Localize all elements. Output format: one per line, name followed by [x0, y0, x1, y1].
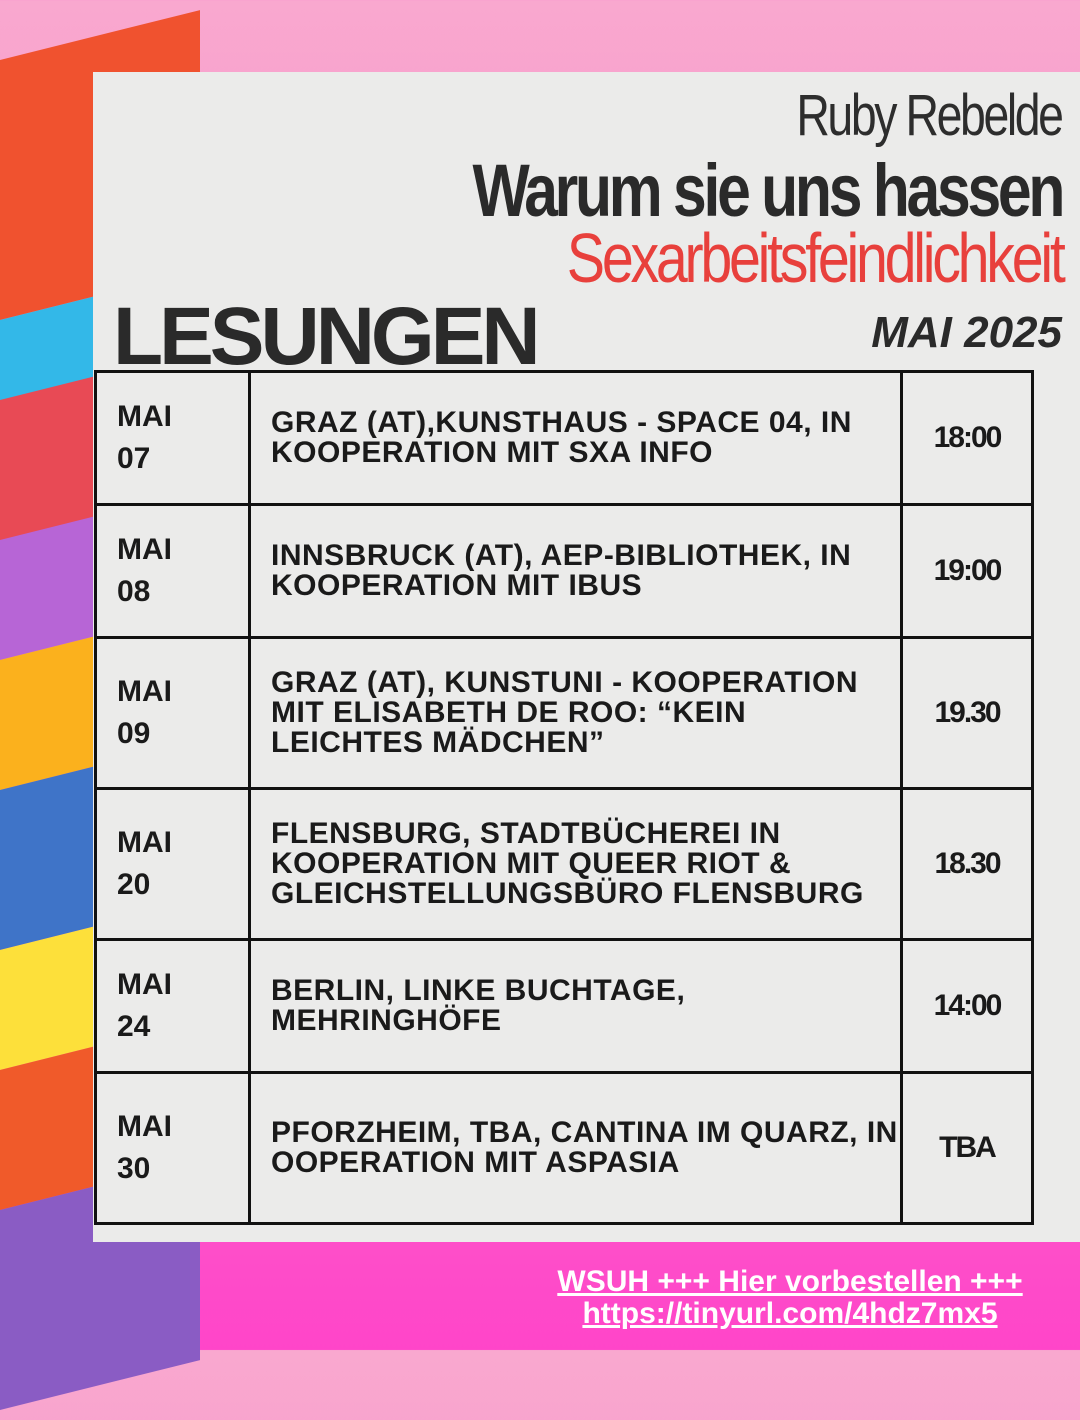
order-url-link[interactable]: https://tinyurl.com/4hdz7mx5 [582, 1297, 998, 1330]
event-month: MAI [117, 1110, 172, 1143]
event-place: PFORZHEIM, TBA, CANTINA IM QUARZ, IN OOP… [248, 1071, 903, 1225]
event-date: MAI 30 [94, 1071, 251, 1225]
event-time: TBA [900, 1071, 1034, 1225]
event-month: MAI [117, 675, 172, 708]
event-time: 19.30 [900, 636, 1034, 790]
event-time: 19:00 [900, 503, 1034, 639]
event-date: MAI 24 [94, 938, 251, 1074]
events-table: MAI 07 GRAZ (AT),KUNSTHAUS - SPACE 04, IN … [94, 370, 1034, 1225]
event-row: MAI 09 GRAZ (AT), KUNSTUNI - KOOPERATION M… [94, 636, 1034, 790]
event-row: MAI 30 PFORZHEIM, TBA, CANTINA IM QUARZ, I… [94, 1071, 1034, 1225]
event-row: MAI 08 INNSBRUCK (AT), AEP-BIBLIOTHEK, IN … [94, 503, 1034, 639]
event-time: 18:00 [900, 370, 1034, 506]
event-date: MAI 09 [94, 636, 251, 790]
event-row: MAI 07 GRAZ (AT),KUNSTHAUS - SPACE 04, IN … [94, 370, 1034, 506]
footer-line[interactable]: WSUH +++ Hier vorbestellen +++ [557, 1265, 1023, 1298]
event-month: MAI [117, 533, 172, 566]
book-subtitle: Sexarbeitsfeindlichkeit [566, 219, 1065, 297]
event-place: GRAZ (AT),KUNSTHAUS - SPACE 04, IN KOOPE… [248, 370, 903, 506]
event-place: FLENSBURG, STADTBÜCHEREI IN KOOPERATION … [248, 787, 903, 941]
event-time: 14:00 [900, 938, 1034, 1074]
event-month: MAI [117, 826, 172, 859]
event-day: 30 [117, 1152, 151, 1185]
event-day: 07 [117, 442, 151, 475]
event-time: 18.30 [900, 787, 1034, 941]
event-month: MAI [117, 400, 172, 433]
book-title: Warum sie uns hassen [472, 149, 1065, 232]
event-date: MAI 08 [94, 503, 251, 639]
author-name: Ruby Rebelde [796, 83, 1065, 148]
event-date: MAI 20 [94, 787, 251, 941]
event-day: 20 [117, 868, 151, 901]
event-month: MAI [117, 968, 172, 1001]
footer-order-link[interactable]: WSUH +++ Hier vorbestellen +++ https://t… [500, 1266, 1080, 1330]
event-day: 24 [117, 1010, 151, 1043]
page-heading: LESUNGEN [113, 291, 541, 382]
month-label: MAI 2025 [871, 308, 1062, 357]
event-day: 08 [117, 575, 151, 608]
event-day: 09 [117, 717, 151, 750]
event-row: MAI 20 FLENSBURG, STADTBÜCHEREI IN KOOPERA… [94, 787, 1034, 941]
event-place: BERLIN, LINKE BUCHTAGE, MEHRINGHÖFE [248, 938, 903, 1074]
event-place: INNSBRUCK (AT), AEP-BIBLIOTHEK, IN KOOPE… [248, 503, 903, 639]
event-date: MAI 07 [94, 370, 251, 506]
event-row: MAI 24 BERLIN, LINKE BUCHTAGE, MEHRINGHÖFE… [94, 938, 1034, 1074]
event-place: GRAZ (AT), KUNSTUNI - KOOPERATION MIT EL… [248, 636, 903, 790]
